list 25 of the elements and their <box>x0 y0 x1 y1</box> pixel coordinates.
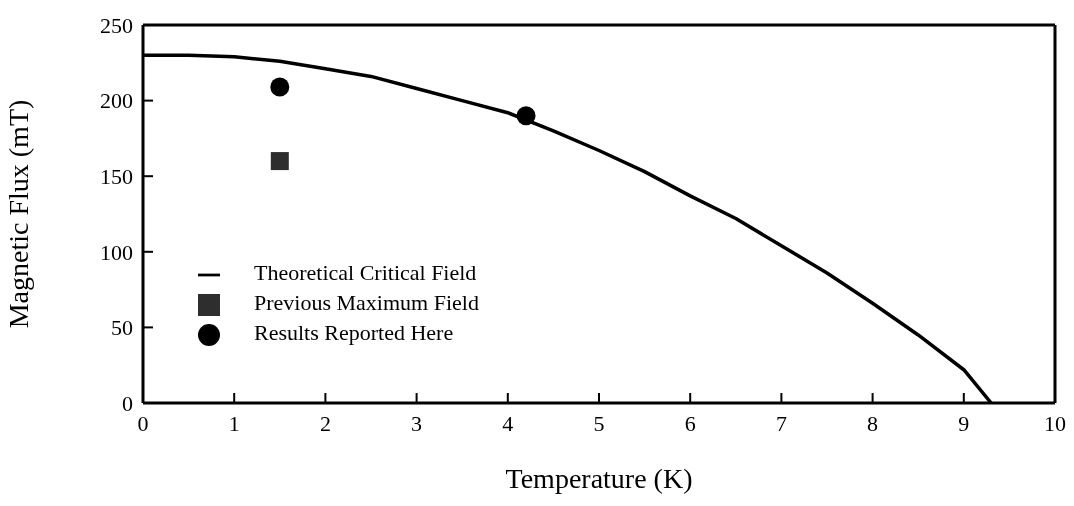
y-tick-label: 250 <box>100 12 133 38</box>
y-tick-label: 100 <box>100 239 133 265</box>
x-tick-label: 7 <box>775 410 787 436</box>
x-tick-label: 6 <box>684 410 696 436</box>
y-tick-label: 200 <box>100 88 133 114</box>
y-tick-label: 50 <box>111 315 133 341</box>
y-tick-label: 150 <box>100 164 133 190</box>
x-tick-label: 2 <box>319 410 331 436</box>
legend-label: Previous Maximum Field <box>254 290 479 315</box>
legend-label: Theoretical Critical Field <box>254 260 477 285</box>
y-axis-title: Magnetic Flux (mT) <box>2 99 34 329</box>
legend-label: Results Reported Here <box>254 320 454 345</box>
x-tick-label: 0 <box>137 410 149 436</box>
x-tick-label: 10 <box>1044 410 1066 436</box>
x-tick-label: 3 <box>411 410 423 436</box>
point <box>516 106 536 126</box>
y-tick-label: 0 <box>122 390 133 416</box>
x-tick-label: 8 <box>867 410 879 436</box>
point <box>270 77 290 97</box>
point <box>270 152 289 171</box>
x-tick-label: 4 <box>502 410 514 436</box>
x-axis-title: Temperature (K) <box>505 463 693 494</box>
x-tick-label: 1 <box>228 410 240 436</box>
x-tick-label: 9 <box>958 410 970 436</box>
x-tick-label: 5 <box>593 410 605 436</box>
